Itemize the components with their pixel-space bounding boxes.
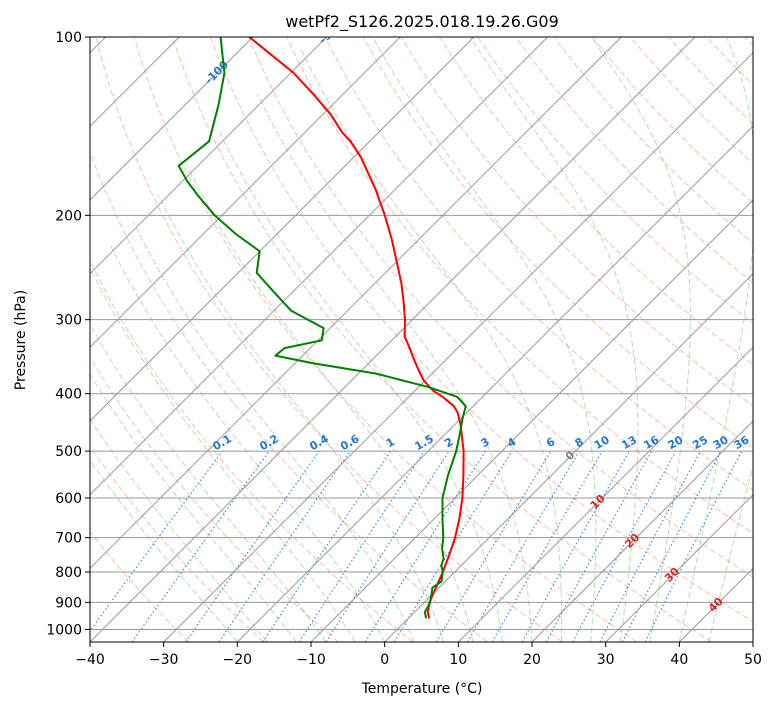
- y-tick-label: 700: [55, 531, 82, 547]
- dry-adiabat: [90, 356, 339, 642]
- x-tick-label: 10: [449, 652, 467, 668]
- y-tick-label: 100: [55, 30, 82, 46]
- dry-adiabat: [90, 150, 488, 642]
- y-tick-label: 200: [55, 208, 82, 224]
- y-tick-label: 800: [55, 565, 82, 581]
- isotherm-gridline: [90, 37, 696, 642]
- dry-adiabat: [90, 531, 190, 642]
- moist-adiabat: [678, 37, 753, 642]
- mixing-ratio-line: [644, 450, 743, 642]
- moist-adiabat: [90, 373, 297, 642]
- x-tick-label: 40: [670, 652, 688, 668]
- mixing-ratio-line: [131, 450, 270, 642]
- mixing-ratio-line: [262, 450, 392, 642]
- x-tick-label: 50: [744, 652, 762, 668]
- mixing-ratio-line: [90, 450, 223, 632]
- moist-adiabat: [372, 37, 597, 642]
- mixing-ratio-line: [325, 450, 450, 642]
- moist-adiabat: [90, 267, 356, 642]
- moist-adiabat: [186, 165, 474, 642]
- x-tick-label: −40: [75, 652, 105, 668]
- isotherm-gridline: [90, 37, 254, 201]
- moist-adiabat: [257, 94, 533, 642]
- y-axis-title: Pressure (hPa): [13, 290, 29, 390]
- sounding-profiles: [177, 37, 467, 619]
- dry-adiabat: [210, 37, 753, 623]
- dry-adiabat: [438, 37, 753, 366]
- isotherm-label: -90: [316, 23, 339, 46]
- isotherm-gridline: [310, 199, 753, 642]
- isotherm-gridline: [531, 420, 753, 642]
- dry-adiabat: [95, 37, 563, 642]
- isotherm-gridline: [90, 37, 401, 349]
- isotherm-gridline: [90, 37, 549, 496]
- dry-adiabat: [133, 37, 638, 642]
- isotherm-gridline: [90, 37, 328, 275]
- chart-title: wetPf2_S126.2025.018.19.26.G09: [285, 12, 559, 32]
- moist-adiabat: [590, 37, 691, 642]
- moist-adiabat: [469, 37, 639, 642]
- moist-adiabat: [300, 49, 563, 642]
- dry-adiabat: [515, 37, 753, 284]
- moist-adiabat: [90, 418, 268, 642]
- isotherm-gridline: [163, 51, 753, 642]
- dewpoint-profile: [177, 37, 467, 619]
- isotherm-gridline: [90, 37, 622, 570]
- moist-adiabat: [132, 221, 415, 642]
- moist-adiabat: [90, 323, 327, 642]
- y-tick-label: 900: [55, 595, 82, 611]
- plot-frame: [89, 36, 754, 643]
- x-axis-title: Temperature (°C): [361, 681, 483, 697]
- y-axis: 100 200 300 400 500 600 700 800 900 1000: [46, 30, 90, 638]
- dry-adiabat: [400, 37, 753, 407]
- mixing-ratio-line: [393, 450, 513, 642]
- moist-adiabat: [110, 245, 386, 642]
- dry-adiabat: [90, 445, 264, 642]
- x-tick-label: −10: [296, 652, 326, 668]
- x-tick-label: 20: [523, 652, 541, 668]
- isotherm-gridline: [90, 37, 475, 422]
- mixing-ratio-line: [218, 450, 351, 642]
- x-tick-label: 30: [597, 652, 615, 668]
- mixing-ratio-line: [521, 450, 631, 642]
- isotherm-gridline: [236, 125, 753, 642]
- x-axis: −40 −30 −20 −10 0 10 20 30 40 50: [75, 642, 762, 668]
- y-tick-label: 600: [55, 491, 82, 507]
- y-tick-label: 400: [55, 387, 82, 403]
- mixing-ratio-line: [545, 450, 653, 642]
- mixing-ratio-line: [572, 450, 677, 642]
- x-tick-label: −20: [223, 652, 253, 668]
- background-lines: [90, 37, 753, 642]
- isotherm-gridline: [605, 493, 753, 642]
- isotherm-gridline: [457, 346, 753, 642]
- isotherm-gridline: [384, 272, 753, 642]
- mixing-ratio-line: [185, 450, 320, 642]
- y-tick-label: 300: [55, 313, 82, 329]
- y-tick-label: 1000: [46, 622, 82, 638]
- mixing-ratio-line: [298, 450, 425, 642]
- x-tick-label: −30: [149, 652, 179, 668]
- x-tick-label: 0: [380, 652, 389, 668]
- temperature-profile: [248, 37, 465, 619]
- moist-adiabat: [90, 459, 238, 642]
- y-tick-label: 500: [55, 444, 82, 460]
